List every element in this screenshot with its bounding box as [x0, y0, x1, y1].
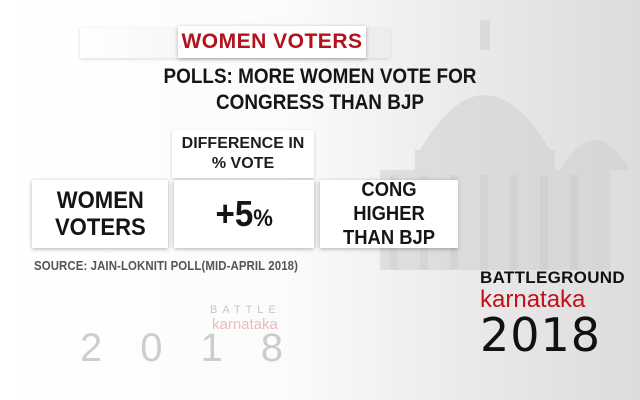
row-label-line-1: WOMEN — [56, 187, 144, 214]
source-caption: SOURCE: JAIN-LOKNITI POLL(MID-APRIL 2018… — [34, 258, 298, 273]
difference-column-header: DIFFERENCE IN % VOTE — [172, 130, 314, 178]
row-label-line-2: VOTERS — [54, 214, 146, 241]
difference-value-card: +5% — [174, 180, 314, 248]
difference-value: +5% — [215, 193, 272, 235]
watermark-year: 2018 — [80, 326, 321, 370]
difference-header-line-1: DIFFERENCE IN — [181, 135, 305, 152]
difference-header-line-2: % VOTE — [211, 155, 275, 172]
difference-number: +5 — [215, 193, 254, 234]
headline-line-1: POLLS: MORE WOMEN VOTE FOR — [163, 65, 477, 88]
battleground-logo: BATTLEGROUND karnataka 2018 — [480, 268, 630, 358]
row-note-line-2: THAN BJP — [342, 227, 435, 249]
watermark-logo: BATTLE karnataka 2018 — [60, 300, 340, 370]
row-note-line-1: CONG HIGHER — [353, 179, 425, 225]
watermark-top: BATTLE — [210, 304, 281, 316]
headline: POLLS: MORE WOMEN VOTE FOR CONGRESS THAN… — [158, 64, 482, 116]
logo-top-text: BATTLEGROUND — [480, 268, 625, 287]
headline-line-2: CONGRESS THAN BJP — [216, 91, 424, 114]
difference-unit: % — [253, 205, 273, 232]
logo-state-text: karnataka — [480, 286, 586, 313]
row-label-card: WOMEN VOTERS — [32, 180, 168, 248]
page-title: WOMEN VOTERS — [181, 30, 363, 53]
logo-year-text: 2018 — [480, 308, 602, 362]
row-note-card: CONG HIGHER THAN BJP — [320, 179, 458, 249]
watermark-mid: karnataka — [212, 316, 278, 333]
title-box: WOMEN VOTERS — [178, 26, 366, 58]
